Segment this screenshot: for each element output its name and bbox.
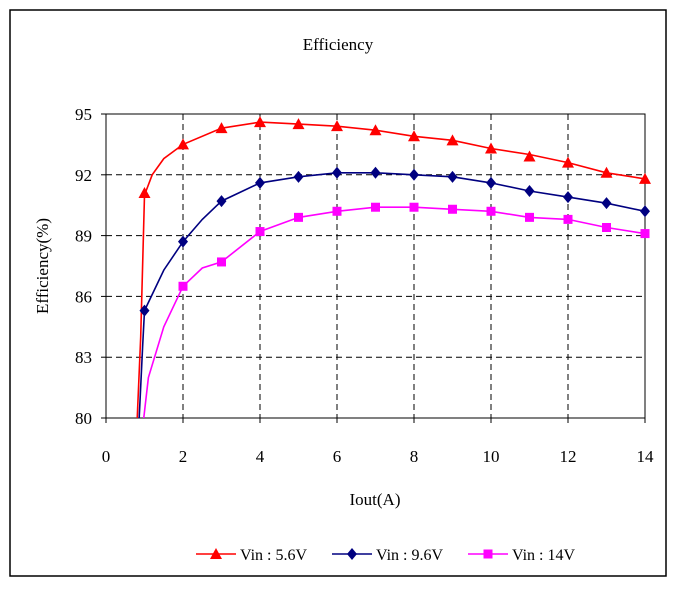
y-tick-label: 92 <box>75 166 92 185</box>
data-point-marker <box>409 168 419 181</box>
x-tick-label: 4 <box>256 447 265 466</box>
data-point-marker <box>485 142 497 154</box>
data-point-marker <box>486 206 496 216</box>
data-point-marker <box>408 130 420 142</box>
data-point-marker <box>331 120 343 132</box>
data-point-marker <box>448 204 457 214</box>
axes: 0 2 4 6 8 10 12 14 80 83 86 89 92 95 <box>75 105 654 466</box>
plot-area <box>105 113 646 419</box>
x-tick-label: 0 <box>102 447 111 466</box>
chart-title: Efficiency <box>303 35 374 54</box>
x-tick-label: 2 <box>179 447 188 466</box>
data-point-marker <box>332 206 342 216</box>
data-point-marker <box>255 176 265 189</box>
data-point-marker <box>370 166 381 179</box>
legend-marker <box>347 548 357 560</box>
data-point-marker <box>332 166 342 179</box>
data-point-marker <box>563 214 573 224</box>
y-tick-label: 83 <box>75 348 92 367</box>
data-point-marker <box>178 235 188 248</box>
data-point-marker <box>138 187 151 199</box>
y-tick-label: 89 <box>75 227 92 246</box>
x-tick-label: 10 <box>483 447 500 466</box>
data-point-marker <box>562 156 574 168</box>
data-point-marker <box>215 122 228 134</box>
data-point-marker <box>254 116 266 128</box>
data-point-marker <box>292 118 305 130</box>
data-point-marker <box>216 195 227 208</box>
y-tick-label: 80 <box>75 409 92 428</box>
x-tick-label: 8 <box>410 447 419 466</box>
data-point-marker <box>600 166 613 178</box>
y-axis-label: Efficiency(%) <box>33 218 52 314</box>
legend-marker <box>483 549 493 559</box>
data-point-marker <box>601 197 612 210</box>
data-point-marker <box>217 257 226 267</box>
y-tick-label: 86 <box>75 287 92 306</box>
data-point-marker <box>139 304 150 317</box>
legend-label: Vin : 9.6V <box>376 547 443 564</box>
data-point-marker <box>639 172 651 184</box>
data-point-marker <box>177 138 189 150</box>
data-point-marker <box>640 229 650 239</box>
data-point-marker <box>178 281 188 291</box>
x-axis-label: Iout(A) <box>350 490 401 509</box>
data-point-marker <box>525 212 534 222</box>
data-point-marker <box>486 176 496 189</box>
data-point-marker <box>369 124 382 136</box>
x-tick-label: 12 <box>560 447 577 466</box>
grid-lines <box>106 114 645 418</box>
legend-marker <box>210 548 222 559</box>
series-line-2 <box>138 172 646 418</box>
data-point-marker <box>409 202 419 212</box>
data-point-marker <box>602 222 611 232</box>
data-point-marker <box>293 170 304 183</box>
data-point-marker <box>524 185 535 198</box>
series-line-1 <box>136 121 646 418</box>
data-point-marker <box>255 227 265 237</box>
y-tick-label: 95 <box>75 105 92 124</box>
data-point-marker <box>294 212 303 222</box>
legend-label: Vin : 5.6V <box>240 547 307 564</box>
markers-group <box>138 116 651 317</box>
data-point-marker <box>447 170 458 183</box>
data-point-marker <box>640 205 650 218</box>
data-point-marker <box>523 150 536 162</box>
legend-label: Vin : 14V <box>512 547 575 564</box>
x-tick-label: 14 <box>637 447 655 466</box>
data-point-marker <box>371 202 380 212</box>
legend: Vin : 5.6V Vin : 9.6V Vin : 14V <box>196 547 575 564</box>
data-point-marker <box>446 134 459 146</box>
data-point-marker <box>563 191 573 204</box>
x-tick-label: 6 <box>333 447 342 466</box>
